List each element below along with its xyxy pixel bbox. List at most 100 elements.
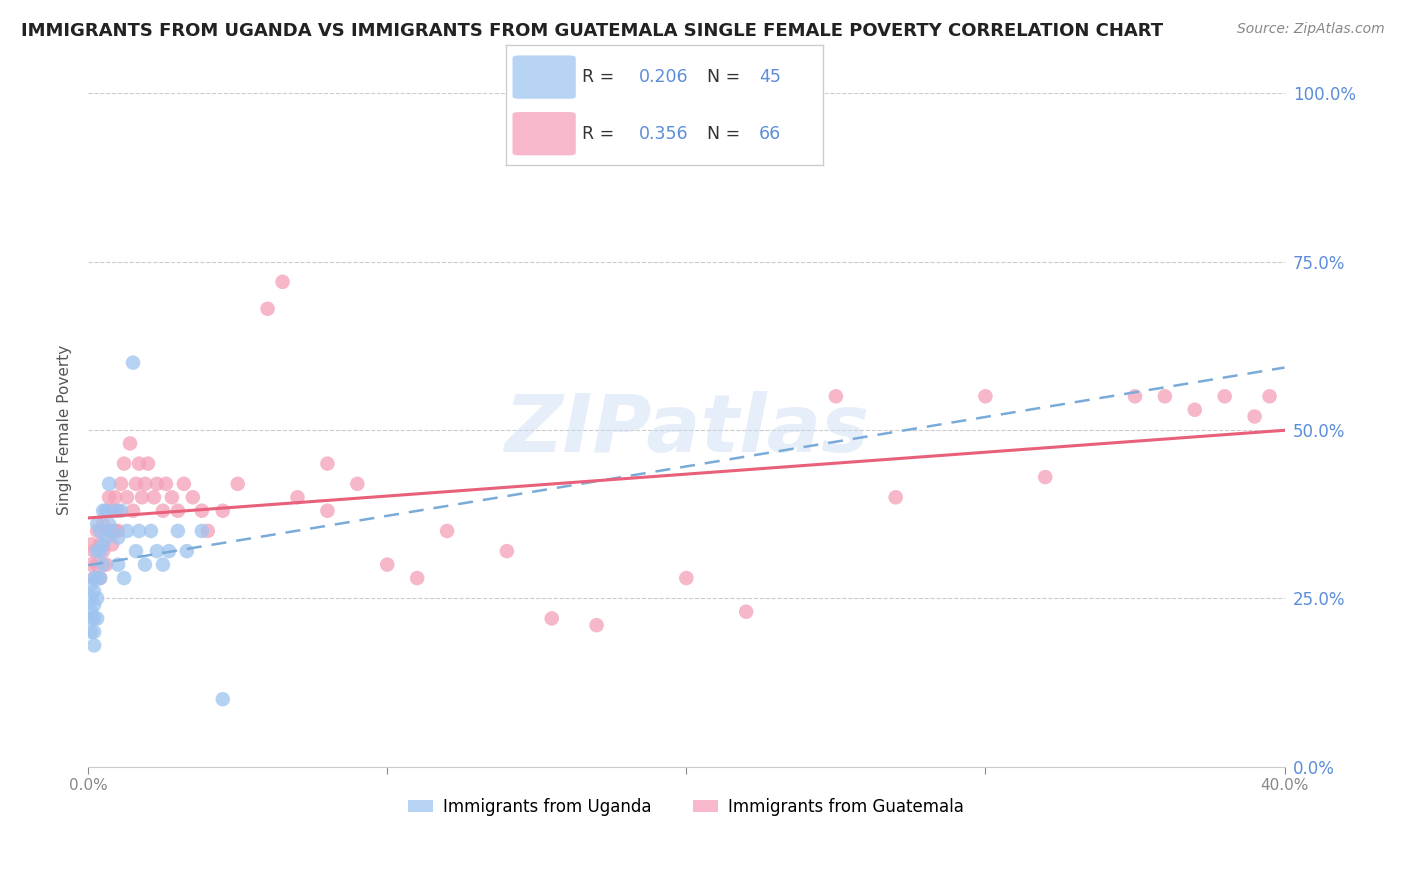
Point <box>86 558 108 572</box>
Point <box>118 436 141 450</box>
Point <box>675 571 697 585</box>
Point <box>197 524 219 538</box>
Point <box>256 301 278 316</box>
Point <box>136 457 159 471</box>
Point <box>94 504 117 518</box>
Point <box>191 504 214 518</box>
Point <box>83 624 105 639</box>
Point <box>122 356 145 370</box>
Point <box>1258 389 1281 403</box>
Point <box>86 517 108 532</box>
Point <box>107 524 129 538</box>
Point <box>146 544 169 558</box>
Point <box>83 598 105 612</box>
Point <box>287 490 309 504</box>
Point <box>104 504 127 518</box>
Point <box>98 517 121 532</box>
Point <box>101 504 124 518</box>
Point <box>1033 470 1056 484</box>
Point <box>94 531 117 545</box>
Point <box>80 611 103 625</box>
Point <box>134 558 156 572</box>
Point <box>115 490 138 504</box>
Point <box>101 537 124 551</box>
Point <box>89 524 111 538</box>
Point <box>89 571 111 585</box>
Point <box>157 544 180 558</box>
Point <box>91 544 114 558</box>
Point <box>80 558 103 572</box>
Point <box>112 457 135 471</box>
Point <box>146 476 169 491</box>
Point <box>436 524 458 538</box>
Point <box>107 558 129 572</box>
Point <box>375 558 398 572</box>
Point <box>346 476 368 491</box>
Text: 0.356: 0.356 <box>640 125 689 143</box>
Point <box>80 605 103 619</box>
Point <box>316 504 339 518</box>
Point <box>1123 389 1146 403</box>
Point <box>101 524 124 538</box>
Point <box>540 611 562 625</box>
Text: 45: 45 <box>759 68 782 87</box>
Point <box>131 490 153 504</box>
Point <box>176 544 198 558</box>
Text: R =: R = <box>582 68 620 87</box>
Point <box>139 524 162 538</box>
Point <box>94 504 117 518</box>
Point <box>1213 389 1236 403</box>
Point <box>152 558 174 572</box>
Point <box>226 476 249 491</box>
Point <box>80 578 103 592</box>
Point <box>80 537 103 551</box>
FancyBboxPatch shape <box>512 112 576 155</box>
Text: N =: N = <box>696 125 745 143</box>
Point <box>86 571 108 585</box>
Text: 0.206: 0.206 <box>640 68 689 87</box>
Text: R =: R = <box>582 125 620 143</box>
Point <box>128 457 150 471</box>
Point <box>1243 409 1265 424</box>
Point <box>110 504 132 518</box>
Point <box>884 490 907 504</box>
Point <box>152 504 174 518</box>
Point <box>134 476 156 491</box>
Point <box>115 524 138 538</box>
Point <box>406 571 429 585</box>
Point <box>83 639 105 653</box>
Point <box>91 517 114 532</box>
Point <box>167 524 190 538</box>
Point <box>98 524 121 538</box>
Point <box>86 544 108 558</box>
Point <box>160 490 183 504</box>
Point <box>104 490 127 504</box>
Point <box>191 524 214 538</box>
Point <box>98 490 121 504</box>
Point <box>585 618 607 632</box>
Text: 66: 66 <box>759 125 782 143</box>
Point <box>112 571 135 585</box>
Legend: Immigrants from Uganda, Immigrants from Guatemala: Immigrants from Uganda, Immigrants from … <box>402 791 972 822</box>
Point <box>211 692 233 706</box>
Point <box>173 476 195 491</box>
Point <box>142 490 165 504</box>
Point <box>155 476 177 491</box>
Point <box>83 611 105 625</box>
Y-axis label: Single Female Poverty: Single Female Poverty <box>58 345 72 515</box>
Point <box>128 524 150 538</box>
Text: IMMIGRANTS FROM UGANDA VS IMMIGRANTS FROM GUATEMALA SINGLE FEMALE POVERTY CORREL: IMMIGRANTS FROM UGANDA VS IMMIGRANTS FRO… <box>21 22 1163 40</box>
Point <box>83 571 105 585</box>
Point <box>86 524 108 538</box>
Point <box>107 504 129 518</box>
Point <box>91 537 114 551</box>
Point <box>86 611 108 625</box>
Point <box>83 584 105 599</box>
Point <box>91 558 114 572</box>
Point <box>107 531 129 545</box>
Point <box>125 476 148 491</box>
Point <box>167 504 190 518</box>
Point <box>316 457 339 471</box>
Point <box>122 504 145 518</box>
Point <box>104 524 127 538</box>
